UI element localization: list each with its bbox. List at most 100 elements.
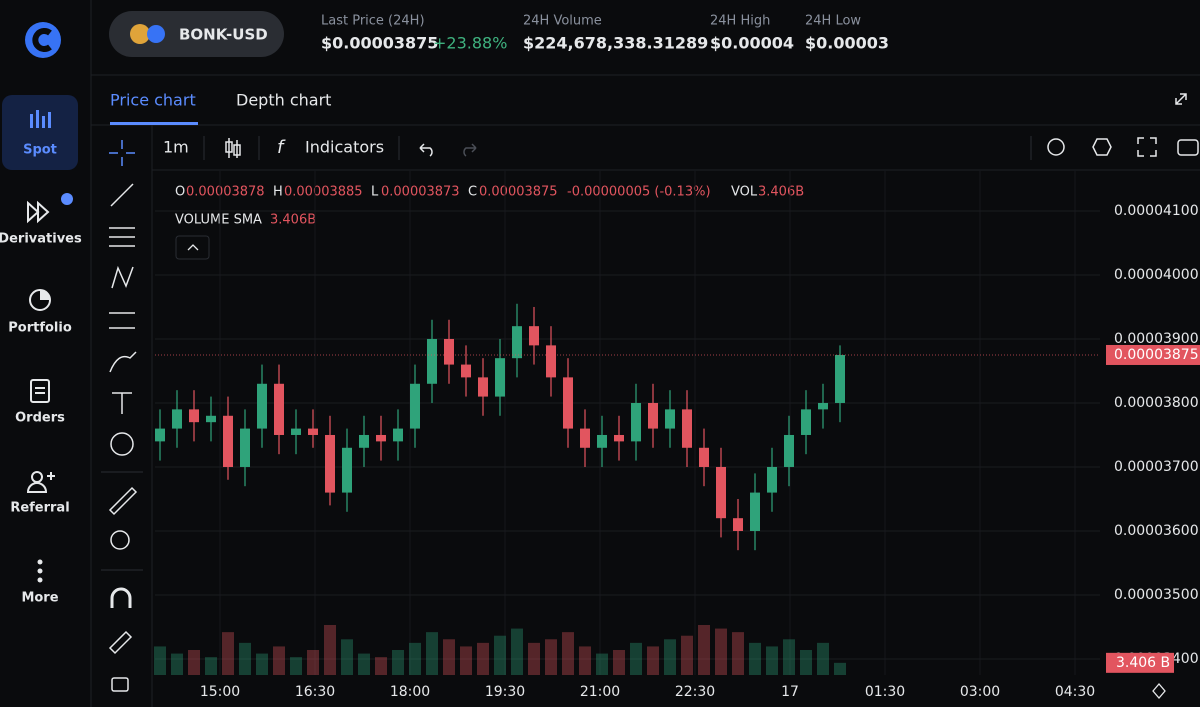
candle-body (614, 434, 624, 442)
volume-bar (392, 650, 404, 675)
candle-body (818, 402, 828, 410)
y-tick-label: 0.00003900 (1114, 331, 1199, 347)
volume-bar (817, 642, 829, 675)
brush-tool[interactable] (109, 351, 137, 373)
nav-portfolio[interactable]: Portfolio (8, 321, 72, 336)
candle-body (665, 409, 675, 429)
candle-body (155, 428, 165, 442)
interval[interactable]: 1m (163, 138, 189, 157)
undo-icon[interactable] (419, 143, 433, 157)
zoom-tool[interactable] (110, 530, 130, 550)
trendline-tool[interactable] (110, 183, 134, 207)
legend-key: C (468, 185, 477, 200)
volume-bar (358, 653, 370, 675)
y-tick-label: 0.00004100 (1114, 203, 1199, 219)
alert-icon[interactable] (1047, 138, 1065, 156)
expand-icon[interactable] (1175, 93, 1187, 105)
candle-body (784, 434, 794, 467)
nav-orders[interactable]: Orders (15, 411, 65, 426)
candle-body (427, 338, 437, 384)
legend-value: 0.00003885 (284, 185, 363, 200)
candle-body (393, 428, 403, 442)
forecast-tool[interactable] (109, 312, 135, 329)
volume-label: 3.406 B (1116, 655, 1170, 671)
screenshot-icon[interactable] (1177, 139, 1199, 156)
ruler-tool[interactable] (108, 486, 138, 516)
axis-settings[interactable] (1152, 683, 1166, 699)
volume-bar (324, 625, 336, 675)
volume-bar (715, 628, 727, 675)
y-tick-label: 0.00003800 (1114, 395, 1199, 411)
more-icon (37, 559, 43, 583)
volume-bar (409, 642, 421, 675)
legend-key: L (371, 185, 379, 200)
x-tick-label: 04:30 (1055, 684, 1095, 700)
candle-body (291, 428, 301, 435)
candle-body (835, 354, 845, 403)
fullscreen-icon[interactable] (1137, 137, 1157, 157)
collapse-legend[interactable] (175, 235, 210, 260)
emoji-tool[interactable] (110, 432, 134, 456)
volume-bar (307, 650, 319, 675)
candle-type-icon[interactable] (225, 138, 241, 158)
nav-referral[interactable]: Referral (10, 501, 69, 516)
volume-bar (375, 657, 387, 675)
candle-body (546, 345, 556, 378)
candle-body (597, 434, 607, 448)
legend-value: 0.00003875 (479, 185, 558, 200)
candle-body (716, 466, 726, 519)
volume-bar (460, 646, 472, 675)
nav-spot[interactable]: Spot (23, 143, 57, 158)
candle-body (172, 409, 182, 429)
crosshair-tool[interactable] (109, 140, 135, 166)
candle-body (359, 434, 369, 448)
stat-value: $0.00003875 (321, 34, 438, 53)
nav-derivatives[interactable]: Derivatives (0, 232, 82, 247)
pattern-tool[interactable] (111, 265, 134, 289)
text-tool[interactable] (112, 392, 132, 414)
volume-bar (222, 632, 234, 675)
legend-value: 3.406B (758, 185, 804, 200)
indicators-button[interactable]: Indicators (305, 138, 384, 157)
pair-name: BONK-USD (179, 26, 268, 44)
x-tick-label: 22:30 (675, 684, 715, 700)
candle-body (733, 518, 743, 531)
magnet-tool[interactable] (110, 587, 132, 608)
legend-key: H (273, 185, 283, 200)
portfolio-slice (40, 290, 50, 300)
candle-body (580, 428, 590, 448)
y-tick-label: 0.00003500 (1114, 587, 1199, 603)
bonk-icon (130, 24, 150, 44)
candle-body (563, 377, 573, 429)
candle-body (376, 434, 386, 442)
volume-bar (426, 632, 438, 675)
unlock-tool[interactable] (111, 677, 129, 692)
fib-tool[interactable] (109, 227, 135, 247)
legend-value: 0.00003878 (186, 185, 265, 200)
tab-depth-chart[interactable]: Depth chart (236, 91, 331, 110)
volume-bar (596, 653, 608, 675)
tab-price-chart[interactable]: Price chart (110, 91, 196, 110)
lock-draw-tool[interactable] (108, 630, 133, 655)
logo[interactable] (25, 22, 61, 58)
nav-more[interactable]: More (21, 591, 58, 606)
y-tick-label: 0.00004000 (1114, 267, 1199, 283)
last-price-box (1106, 344, 1200, 365)
volume-bar (171, 653, 183, 675)
volume-bar (494, 635, 506, 675)
notification-dot (61, 193, 73, 205)
volume-bar (834, 662, 846, 675)
y-tick-label: 0.00003700 (1114, 459, 1199, 475)
pair-selector[interactable] (109, 11, 284, 57)
legend-value: 3.406B (270, 213, 316, 228)
settings-icon[interactable] (1092, 138, 1112, 156)
volume-bar (154, 646, 166, 675)
volume-bar (800, 650, 812, 675)
tab-indicator (110, 122, 198, 125)
volume-bar (749, 642, 761, 675)
volume-bar (341, 639, 353, 675)
candle-body (682, 409, 692, 448)
x-tick-label: 16:30 (295, 684, 335, 700)
spot-icon (30, 110, 51, 128)
